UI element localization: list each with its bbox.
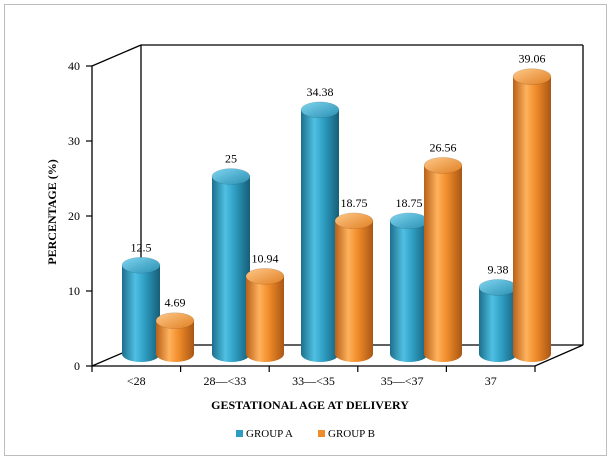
data-label: 34.38 — [307, 85, 334, 99]
y-tick-label: 20 — [68, 209, 80, 223]
legend-swatch — [236, 430, 243, 437]
legend-label: GROUP A — [246, 428, 293, 440]
bar — [334, 212, 374, 362]
bar — [245, 268, 285, 362]
legend: GROUP A GROUP B — [236, 428, 375, 440]
side-wall-top — [91, 44, 142, 67]
y-axis-title: PERCENTAGE (%) — [45, 159, 59, 264]
data-label: 25 — [225, 152, 237, 166]
data-label: 12.5 — [131, 240, 152, 254]
y-tick-label: 30 — [68, 134, 80, 148]
bar — [478, 279, 518, 362]
bar — [423, 157, 463, 362]
x-tick-label: 33—<35 — [292, 374, 335, 388]
y-tick-label: 40 — [68, 59, 80, 73]
data-label: 26.56 — [430, 140, 457, 154]
x-axis-title: GESTATIONAL AGE AT DELIVERY — [211, 398, 409, 412]
bar — [300, 101, 340, 362]
bar — [155, 312, 195, 362]
bars — [121, 68, 552, 362]
legend-swatch — [318, 430, 325, 437]
x-tick-label: 37 — [485, 374, 497, 388]
bar — [512, 68, 552, 362]
y-tick-label: 10 — [68, 284, 80, 298]
data-label: 18.75 — [396, 196, 423, 210]
data-label: 4.69 — [165, 296, 186, 310]
y-tick-label: 0 — [74, 359, 80, 373]
bar — [211, 168, 251, 362]
data-label: 9.38 — [488, 262, 509, 276]
x-tick-label: 28—<33 — [204, 374, 247, 388]
data-label: 39.06 — [519, 52, 546, 66]
x-tick-label: <28 — [127, 374, 146, 388]
data-labels: 12.5 25 34.38 18.75 9.38 4.69 10.94 18.75 26.56 3… — [131, 52, 546, 310]
bar — [389, 212, 429, 362]
y-ticks: 0 10 20 30 40 — [68, 59, 92, 373]
legend-label: GROUP B — [328, 428, 375, 440]
bar — [121, 256, 161, 362]
data-label: 18.75 — [341, 196, 368, 210]
x-tick-label: 35—<37 — [381, 374, 424, 388]
data-label: 10.94 — [252, 251, 279, 265]
x-ticks: <28 28—<33 33—<35 35—<37 37 — [91, 366, 536, 388]
